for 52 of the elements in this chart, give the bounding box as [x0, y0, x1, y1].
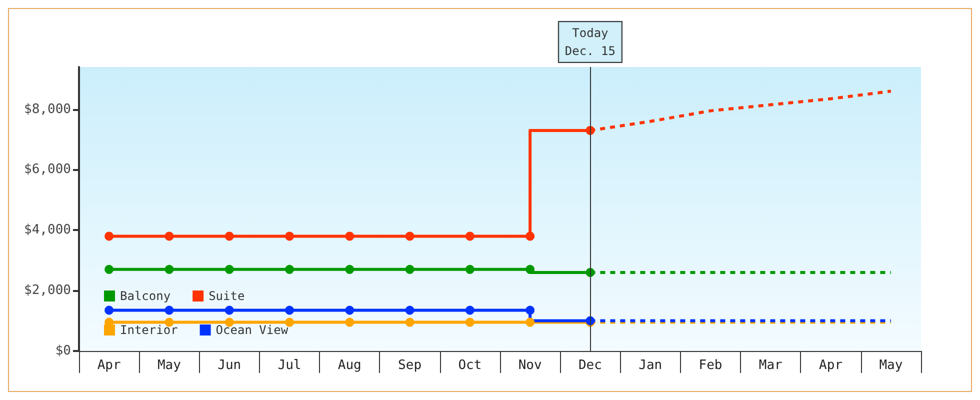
ref-line-label: Today Dec. 15	[564, 26, 616, 58]
x-tick-label: Apr	[97, 358, 121, 373]
y-tick-label: $8,000	[24, 102, 71, 117]
legend-label: Balcony	[120, 289, 171, 303]
point	[526, 232, 535, 241]
point	[345, 264, 354, 274]
point	[224, 232, 234, 241]
point	[465, 306, 474, 315]
point	[345, 318, 354, 327]
point	[465, 232, 474, 241]
x-tick-label: Nov	[518, 358, 542, 373]
legend-label: Suite	[208, 289, 245, 303]
y-tick-label: $6,000	[24, 162, 71, 178]
point	[345, 232, 354, 241]
x-tick-label: May	[879, 358, 903, 373]
point	[465, 264, 474, 274]
x-tick-label: Apr	[819, 358, 843, 373]
x-tick-label: Jan	[638, 358, 662, 373]
point	[405, 306, 414, 315]
point	[164, 232, 174, 241]
x-tick-label: Jul	[278, 358, 302, 373]
legend-label: Ocean View	[216, 323, 289, 337]
y-tick-label: $2,000	[24, 283, 71, 298]
point	[104, 264, 114, 274]
point	[526, 318, 535, 327]
y-tick-label: $4,000	[24, 222, 71, 238]
point	[526, 306, 535, 315]
point	[164, 264, 174, 274]
x-tick-label: Jun	[218, 358, 242, 373]
point	[164, 306, 174, 315]
y-tick-label: $0	[55, 344, 71, 358]
x-tick-label: Sep	[398, 358, 422, 373]
point	[285, 306, 294, 315]
point	[465, 318, 474, 327]
x-tick-label: May	[157, 358, 182, 373]
x-tick-label: Oct	[458, 358, 482, 373]
point	[285, 232, 294, 241]
x-tick-label: Dec	[578, 358, 602, 373]
point	[285, 264, 294, 274]
point	[405, 318, 414, 327]
point	[104, 232, 114, 241]
point	[405, 264, 414, 274]
x-tick-label: Aug	[338, 358, 362, 373]
point	[345, 306, 354, 315]
point	[104, 306, 114, 315]
point	[526, 264, 535, 274]
x-tick-label: Feb	[698, 358, 722, 373]
point	[405, 232, 414, 241]
legend-label: Interior	[120, 323, 178, 337]
x-tick-label: Mar	[758, 358, 783, 373]
point	[224, 306, 234, 315]
point	[224, 264, 234, 274]
